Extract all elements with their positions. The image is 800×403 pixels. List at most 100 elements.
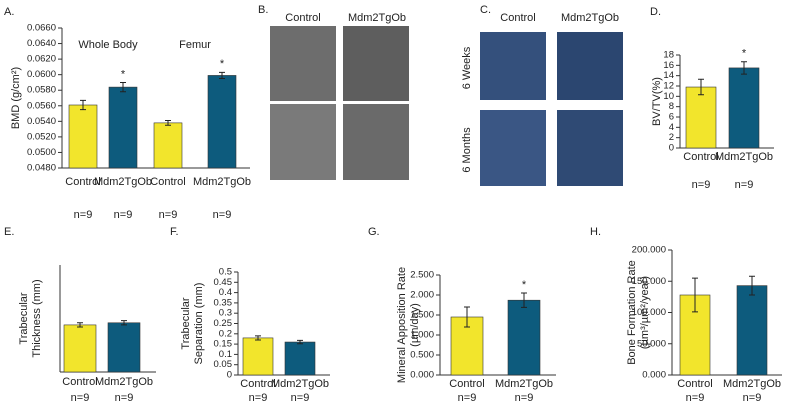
panel-label: E. — [4, 226, 14, 238]
y-tick-label: 16 — [663, 60, 674, 71]
y-axis-label: BV/TV(%) — [651, 77, 663, 126]
column-label: Mdm2TgOb — [561, 12, 619, 24]
y-tick-label: 0.0620 — [27, 54, 56, 65]
y-tick-label: 0 — [227, 370, 232, 381]
ct-image — [270, 104, 336, 180]
sample-size: n=9 — [159, 209, 178, 221]
ct-image — [343, 104, 409, 180]
x-tick-label: Control — [65, 176, 100, 188]
significance-mark: * — [121, 68, 126, 80]
bar — [63, 324, 97, 373]
row-label: 6 Weeks — [461, 46, 473, 89]
y-axis-label: (µm³/µm²/year) — [639, 276, 651, 349]
group-label: Femur — [179, 39, 211, 51]
sample-size: n=9 — [249, 392, 268, 403]
bar — [284, 341, 316, 376]
significance-mark: * — [522, 279, 527, 291]
y-tick-label: 0.0560 — [27, 100, 56, 111]
x-tick-label: Mdm2TgOb — [271, 378, 329, 390]
histology-image — [557, 110, 623, 186]
panel-label: F. — [170, 226, 179, 238]
x-tick-label: Control — [677, 378, 712, 390]
y-axis-label: Trabecular — [180, 297, 192, 350]
error-bar — [120, 81, 126, 93]
row-label: 6 Months — [461, 127, 473, 173]
x-tick-label: Mdm2TgOb — [495, 378, 553, 390]
histology-image — [557, 32, 623, 100]
y-axis-label: Bone Formation Rate — [626, 260, 638, 365]
bar — [207, 75, 237, 169]
y-tick-label: 0.0480 — [27, 163, 56, 174]
panel-label: C. — [480, 4, 491, 16]
y-tick-label: 0.5 — [219, 267, 232, 278]
x-tick-label: Mdm2TgOb — [193, 176, 251, 188]
histology-image — [480, 110, 546, 186]
group-label: Whole Body — [78, 39, 138, 51]
sample-size: n=9 — [71, 392, 90, 403]
y-tick-label: 0.25 — [214, 318, 233, 329]
bar — [153, 122, 183, 169]
sample-size: n=9 — [114, 209, 133, 221]
ct-image — [343, 26, 409, 101]
y-tick-label: 0.0580 — [27, 85, 56, 96]
y-tick-label: 0.0540 — [27, 116, 56, 127]
y-tick-label: 100.000 — [632, 307, 666, 318]
bar — [68, 104, 98, 169]
y-tick-label: 12 — [663, 81, 674, 92]
error-bar — [165, 120, 171, 126]
bar — [242, 337, 274, 376]
error-bar — [692, 277, 698, 313]
y-tick-label: 200.000 — [632, 245, 666, 256]
y-tick-label: 0.1 — [219, 349, 232, 360]
bar — [507, 299, 541, 376]
y-tick-label: 2 — [669, 132, 674, 143]
y-tick-label: 0.000 — [642, 370, 666, 381]
y-tick-label: 0.0500 — [27, 147, 56, 158]
error-bar — [80, 99, 86, 111]
x-tick-label: Control — [683, 151, 718, 163]
y-tick-label: 0.4 — [219, 287, 232, 298]
error-bar — [698, 78, 704, 96]
y-tick-label: 0.05 — [214, 359, 233, 370]
y-tick-label: 0.0660 — [27, 23, 56, 34]
error-bar — [521, 292, 527, 308]
error-bar — [121, 320, 127, 326]
y-tick-label: 0.35 — [214, 297, 233, 308]
bar — [108, 86, 138, 169]
y-tick-label: 4 — [669, 122, 674, 133]
column-label: Control — [500, 12, 535, 24]
y-axis-label: Thickness (mm) — [31, 279, 43, 357]
error-bar — [741, 61, 747, 75]
x-tick-label: Mdm2TgOb — [723, 378, 781, 390]
significance-mark: * — [220, 58, 225, 70]
y-tick-label: 14 — [663, 70, 674, 81]
sample-size: n=9 — [735, 179, 754, 191]
y-tick-label: 0.500 — [410, 350, 434, 361]
x-tick-label: Mdm2TgOb — [95, 376, 153, 388]
y-axis-label: BMD (g/cm²) — [10, 67, 22, 129]
y-tick-label: 0.0520 — [27, 131, 56, 142]
y-tick-label: 0.3 — [219, 308, 232, 319]
error-bar — [464, 306, 470, 328]
x-tick-label: Mdm2TgOb — [94, 176, 152, 188]
histology-image — [480, 32, 546, 100]
y-tick-label: 10 — [663, 91, 674, 102]
y-tick-label: 0 — [669, 143, 674, 154]
error-bar — [255, 335, 261, 341]
y-tick-label: 18 — [663, 50, 674, 61]
bar — [107, 322, 141, 373]
y-tick-label: 6 — [669, 112, 674, 123]
y-axis-label: (µm/day) — [409, 303, 421, 347]
error-bar — [749, 275, 755, 296]
y-axis-label: Trabecular — [18, 292, 30, 345]
bar — [728, 67, 760, 149]
y-tick-label: 50.000 — [637, 338, 666, 349]
sample-size: n=9 — [115, 392, 134, 403]
sample-size: n=9 — [743, 392, 762, 403]
y-tick-label: 0.0640 — [27, 38, 56, 49]
sample-size: n=9 — [458, 392, 477, 403]
panel-label: B. — [258, 4, 268, 16]
column-label: Mdm2TgOb — [348, 12, 406, 24]
bar — [685, 86, 717, 149]
